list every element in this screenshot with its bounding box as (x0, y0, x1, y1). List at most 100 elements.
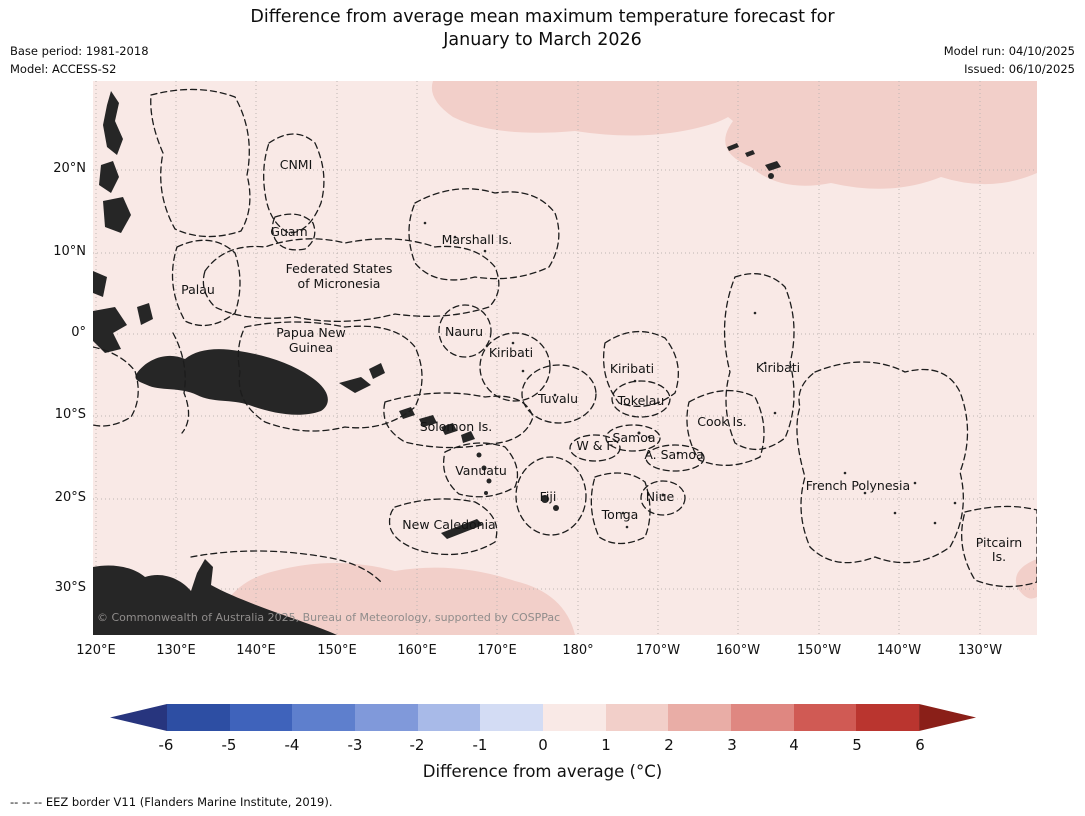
issued-text: Issued: 06/10/2025 (964, 61, 1075, 76)
landmass-hawaii-island (768, 173, 774, 179)
region-label-guam: Guam (270, 224, 307, 239)
eez-nauru (438, 304, 492, 358)
region-label-palau: Palau (181, 282, 215, 297)
colorbar-caption: Difference from average (°C) (422, 762, 663, 781)
region-label-tuvalu: Tuvalu (537, 391, 578, 406)
eez-footnote: -- -- -- EEZ border V11 (Flanders Marine… (10, 795, 333, 809)
lon-label-160e: 160°E (397, 643, 437, 658)
lon-label-180: 180° (562, 643, 594, 658)
eez-indonesia-fragment-2 (172, 332, 190, 434)
region-label-pitcairn-line1: Pitcairn (976, 535, 1022, 550)
colorbar-tick: 5 (852, 736, 862, 754)
eez-australia-fragment (190, 550, 383, 584)
colorbar-tick: -3 (347, 736, 363, 754)
meta-right: Model run: 04/10/2025 Issued: 06/10/2025 (944, 43, 1075, 79)
landmasses (93, 91, 781, 635)
region-label-tonga: Tonga (601, 507, 639, 522)
colorbar-tick: -2 (409, 736, 425, 754)
colorbar-segment (793, 704, 857, 731)
eez-cook-islands (686, 389, 765, 466)
colorbar-segment (292, 704, 356, 731)
warm-anomaly-patches (213, 81, 1037, 635)
lat-label-0: 0° (71, 325, 86, 340)
landmass-fiji-vanualevu (553, 505, 559, 511)
eez-samoa (605, 424, 661, 452)
pacific-anomaly-map: CNMI Guam Marshall Is. Federated States … (93, 81, 1037, 635)
colorbar-segment (167, 704, 230, 731)
region-label-tokelau: Tokelau (617, 393, 665, 408)
eez-kiribati-central (602, 330, 679, 407)
eez-boundaries (93, 88, 1037, 588)
region-label-vanuatu: Vanuatu (455, 463, 507, 478)
landmass-solomon-3 (441, 423, 457, 435)
copyright-text: © Commonwealth of Australia 2025, Bureau… (97, 611, 560, 624)
colorbar-segment (605, 704, 669, 731)
eez-tokelau (611, 380, 671, 418)
region-label-kiribati-west: Kiribati (489, 345, 533, 360)
lat-label-30s: 30°S (54, 580, 86, 595)
warm-patch-north-central (431, 81, 746, 136)
colorbar-right-arrow (919, 704, 977, 731)
meta-left: Base period: 1981-2018 Model: ACCESS-S2 (10, 43, 149, 79)
eez-wallis-and-futuna (569, 434, 621, 462)
lat-label-10s: 10°S (54, 407, 86, 422)
landmass-hawaii-chain-2 (745, 150, 755, 157)
model-text: Model: ACCESS-S2 (10, 61, 117, 76)
landmass-philippines-visayas (99, 161, 119, 193)
landmass-fiji-vitilevu (541, 495, 549, 503)
page-title: Difference from average mean maximum tem… (0, 6, 1085, 53)
lon-label-130w: 130°W (957, 643, 1003, 658)
region-label-fiji: Fiji (540, 489, 557, 504)
colorbar-tick: -4 (284, 736, 300, 754)
landmass-philippines-mindanao (103, 197, 131, 233)
landmass-new-caledonia (441, 519, 483, 539)
region-labels: CNMI Guam Marshall Is. Federated States … (181, 157, 1022, 564)
eez-marshall-islands (408, 188, 560, 281)
region-label-kiribati-central: Kiribati (610, 361, 654, 376)
colorbar-left-arrow (110, 704, 167, 731)
colorbar-tick: 6 (915, 736, 925, 754)
region-label-solomon-islands: Solomon Is. (420, 419, 493, 434)
lon-label-130e: 130°E (156, 643, 196, 658)
lon-label-170w: 170°W (635, 643, 681, 658)
lon-label-160w: 160°W (715, 643, 761, 658)
landmass-hawaii-chain-1 (727, 143, 739, 151)
lat-label-20s: 20°S (54, 490, 86, 505)
eez-federated-states-of-micronesia (202, 238, 500, 322)
grid-lines (93, 81, 1037, 635)
colorbar-tick: 4 (789, 736, 799, 754)
colorbar-segment (856, 704, 920, 731)
eez-new-caledonia (388, 498, 498, 556)
colorbar-segment (668, 704, 732, 731)
landmass-halmahera (137, 303, 153, 325)
landmass-solomon-2 (419, 415, 437, 427)
eez-indonesia-fragment-1 (93, 346, 139, 427)
region-label-american-samoa: A. Samoa (644, 447, 703, 462)
region-label-cnmi: CNMI (280, 157, 313, 172)
eez-french-polynesia (796, 361, 969, 564)
region-label-pitcairn-line2: Is. (992, 549, 1006, 564)
colorbar (110, 704, 977, 731)
eez-vanuatu (442, 442, 519, 498)
eez-palau (171, 239, 241, 327)
landmass-new-ireland (369, 363, 385, 379)
landmass-australia (93, 559, 337, 635)
region-label-marshall-islands: Marshall Is. (442, 232, 513, 247)
landmass-vanuatu-4 (484, 491, 488, 495)
region-label-cook-islands: Cook Is. (697, 414, 746, 429)
colorbar-tick: 0 (538, 736, 548, 754)
colorbar-tick: -1 (472, 736, 488, 754)
landmass-philippines-luzon (103, 91, 123, 155)
region-label-nauru: Nauru (445, 324, 483, 339)
colorbar-tick: 1 (601, 736, 611, 754)
eez-philippines (150, 88, 251, 238)
eez-niue (640, 480, 686, 516)
region-label-kiribati-east: Kiribati (756, 360, 800, 375)
lon-label-140w: 140°W (876, 643, 922, 658)
base-period-text: Base period: 1981-2018 (10, 44, 149, 58)
atoll-dots (423, 221, 957, 529)
landmass-borneo-edge (93, 271, 107, 297)
colorbar-tick: -5 (221, 736, 237, 754)
eez-papua-new-guinea (237, 321, 423, 432)
page-title-line1: Difference from average mean maximum tem… (250, 7, 835, 27)
